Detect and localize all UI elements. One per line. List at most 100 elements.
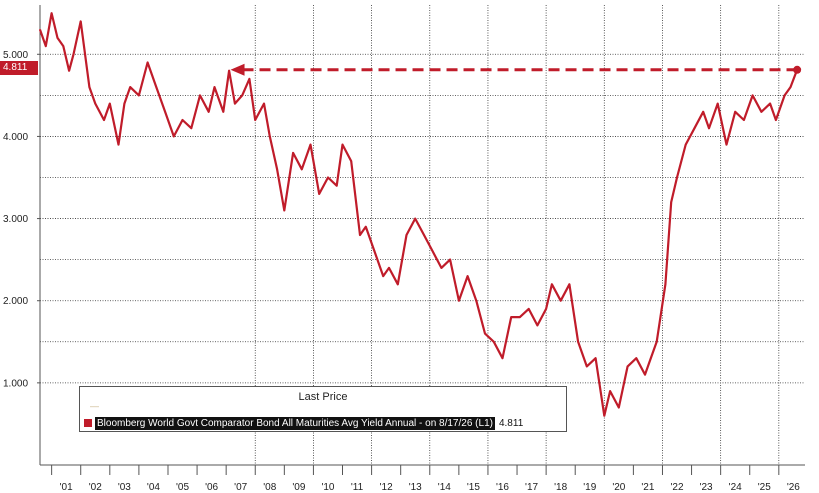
data-point bbox=[458, 299, 460, 302]
data-point bbox=[62, 45, 65, 47]
data-point bbox=[568, 283, 571, 286]
data-point bbox=[190, 127, 193, 130]
x-tick-label: '19 bbox=[583, 482, 596, 493]
data-point bbox=[789, 86, 792, 88]
data-point bbox=[423, 234, 425, 236]
data-point bbox=[475, 299, 478, 302]
x-tick-label: '09 bbox=[292, 482, 305, 493]
data-point bbox=[519, 316, 521, 318]
data-point bbox=[431, 250, 434, 253]
series-line-world-govt-yield bbox=[38, 12, 799, 417]
y-tick-label: 5.000 bbox=[3, 50, 28, 61]
data-point bbox=[341, 143, 344, 146]
legend-swatch bbox=[84, 419, 92, 427]
y-tick-label: 4.000 bbox=[3, 132, 28, 143]
data-point bbox=[775, 119, 777, 121]
data-point bbox=[609, 390, 611, 392]
x-tick-label: '14 bbox=[438, 482, 451, 493]
annotation-arrowhead bbox=[230, 63, 245, 76]
data-point bbox=[527, 308, 530, 310]
x-tick-label: '06 bbox=[205, 482, 218, 493]
data-point bbox=[716, 102, 719, 105]
data-point bbox=[510, 316, 513, 318]
data-point bbox=[644, 373, 646, 376]
x-tick-label: '11 bbox=[351, 482, 364, 493]
legend-series-value: 4.811 bbox=[498, 417, 524, 429]
data-point bbox=[734, 110, 736, 113]
data-point bbox=[751, 94, 754, 97]
data-point bbox=[626, 365, 629, 368]
data-point bbox=[109, 102, 111, 105]
data-point bbox=[492, 340, 495, 343]
data-point bbox=[263, 102, 265, 105]
x-tick-label: '26 bbox=[787, 482, 800, 493]
data-point bbox=[618, 406, 620, 409]
data-point bbox=[594, 357, 597, 360]
y-tick-label: 2.000 bbox=[3, 296, 28, 307]
data-point bbox=[68, 69, 70, 72]
x-tick-label: '20 bbox=[612, 482, 625, 493]
data-point bbox=[388, 267, 390, 269]
data-point bbox=[207, 110, 210, 113]
data-point bbox=[769, 102, 771, 105]
data-point bbox=[300, 168, 303, 171]
x-tick-label: '16 bbox=[496, 482, 509, 493]
data-point bbox=[309, 143, 312, 146]
data-point bbox=[359, 234, 361, 236]
data-point bbox=[693, 127, 696, 130]
data-point bbox=[327, 176, 329, 179]
data-point bbox=[222, 110, 225, 113]
data-point bbox=[181, 119, 184, 121]
data-point bbox=[760, 110, 763, 113]
data-point bbox=[440, 267, 443, 269]
data-point bbox=[670, 201, 672, 203]
data-point bbox=[241, 94, 243, 97]
legend-title: Last Price bbox=[298, 391, 348, 403]
data-point bbox=[796, 69, 798, 71]
x-tick-label: '17 bbox=[525, 482, 538, 493]
data-point bbox=[335, 184, 338, 187]
data-point bbox=[396, 283, 399, 286]
data-point bbox=[536, 324, 539, 327]
data-point bbox=[449, 258, 451, 261]
data-point bbox=[743, 119, 745, 121]
x-tick-label: '12 bbox=[380, 482, 393, 493]
data-point bbox=[164, 110, 166, 113]
data-point bbox=[484, 332, 486, 335]
y-tick-label: 1.000 bbox=[3, 378, 28, 389]
x-tick-label: '18 bbox=[554, 482, 567, 493]
data-point bbox=[650, 357, 652, 360]
x-tick-label: '21 bbox=[641, 482, 654, 493]
legend-series-label: Bloomberg World Govt Comparator Bond All… bbox=[95, 416, 495, 430]
data-point bbox=[725, 143, 728, 146]
data-point bbox=[213, 86, 216, 88]
data-point bbox=[94, 102, 97, 105]
x-tick-label: '04 bbox=[147, 482, 160, 493]
x-tick-label: '07 bbox=[234, 482, 247, 493]
data-point bbox=[45, 45, 47, 47]
data-point bbox=[655, 340, 658, 343]
data-point bbox=[664, 283, 667, 286]
data-point bbox=[373, 250, 376, 253]
data-point bbox=[129, 86, 131, 88]
data-point bbox=[228, 69, 230, 72]
x-tick-label: '08 bbox=[263, 482, 276, 493]
data-point bbox=[414, 217, 417, 220]
data-point bbox=[146, 61, 149, 64]
data-point bbox=[551, 283, 553, 286]
data-point bbox=[702, 110, 704, 113]
y-tick-label: 3.000 bbox=[3, 214, 28, 225]
data-point bbox=[268, 135, 271, 138]
data-point bbox=[199, 94, 201, 97]
data-point bbox=[50, 12, 53, 15]
data-point bbox=[254, 119, 257, 121]
x-tick-label: '02 bbox=[89, 482, 102, 493]
data-point bbox=[466, 275, 469, 277]
data-point bbox=[708, 127, 710, 130]
data-point bbox=[405, 234, 408, 236]
data-point bbox=[276, 168, 278, 171]
legend: Last Price — Bloomberg World Govt Compar… bbox=[79, 386, 567, 432]
data-point bbox=[318, 193, 321, 195]
data-point bbox=[39, 28, 41, 31]
